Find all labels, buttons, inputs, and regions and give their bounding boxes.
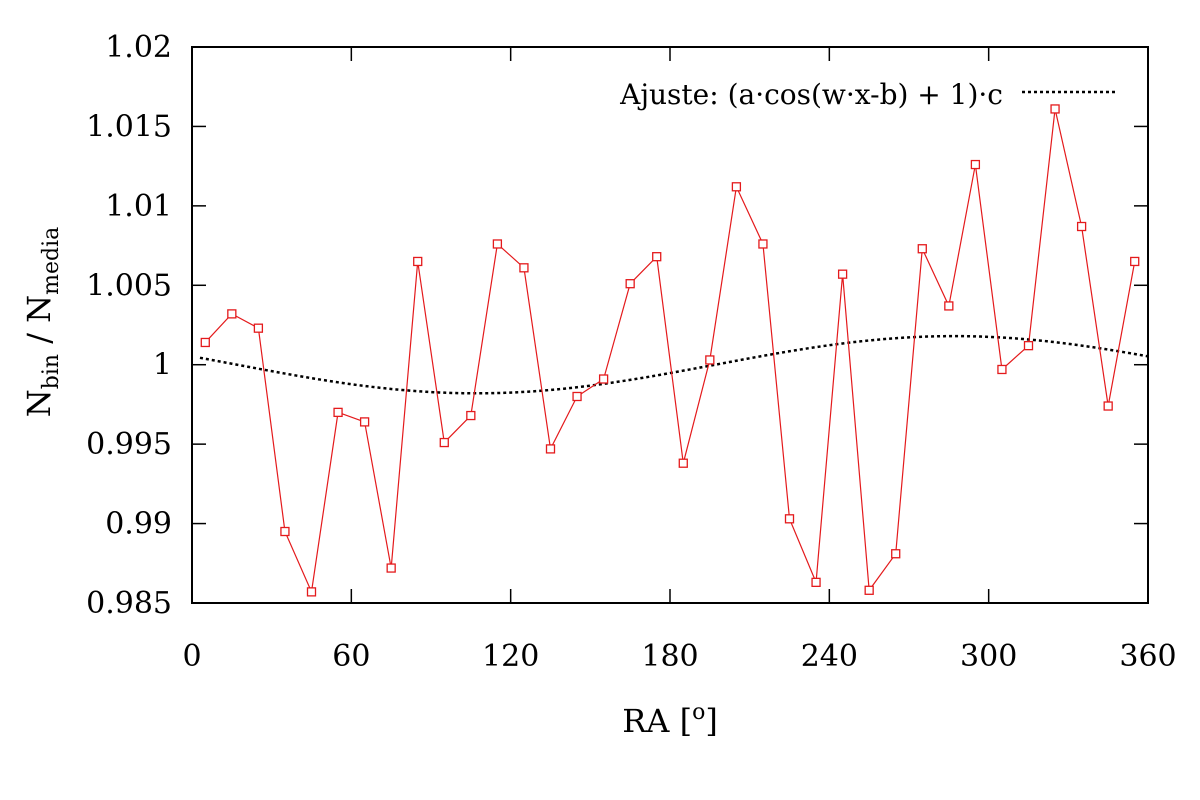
data-point	[333, 407, 343, 418]
data-point	[705, 355, 715, 365]
data-series-line	[204, 108, 1136, 595]
data-point	[598, 374, 609, 384]
x-tick-label: 180	[641, 639, 698, 674]
data-point	[1103, 401, 1113, 411]
x-tick-label: 120	[482, 639, 539, 674]
plot-border	[191, 46, 1149, 604]
fit-curve-line	[199, 334, 1149, 395]
data-point	[864, 585, 874, 595]
x-tick-label: 240	[801, 639, 858, 674]
plot-frame	[191, 46, 1149, 604]
data-point	[519, 263, 529, 273]
x-tick-label: 0	[182, 639, 201, 674]
y-tick-labels: 0.985 0.99 0.995 1 1.005 1.01 1.015 1.02	[86, 30, 172, 621]
data-point	[1050, 104, 1060, 114]
data-point	[359, 417, 370, 427]
data-point	[545, 444, 556, 454]
y-tick-label: 0.99	[105, 507, 172, 542]
data-series	[200, 104, 1140, 597]
data-point	[944, 301, 954, 311]
x-tick-label: 360	[1119, 639, 1176, 674]
x-tick-labels: 0 60 120 180 240 300 360	[182, 639, 1176, 674]
data-point	[386, 563, 396, 573]
data-point	[439, 437, 449, 448]
data-point	[970, 159, 981, 170]
data-point	[731, 182, 742, 192]
y-tick-label: 0.985	[86, 586, 172, 621]
legend-label-fit: Ajuste: (a·cos(w·x-b) + 1)·c	[619, 78, 1003, 111]
x-tick-label: 300	[960, 639, 1017, 674]
data-point	[466, 410, 476, 421]
data-point	[625, 279, 635, 289]
data-point	[1023, 340, 1034, 351]
x-axis-label: RA [o]	[622, 700, 718, 740]
data-point	[1076, 221, 1087, 232]
data-point	[891, 549, 901, 559]
data-point	[1130, 256, 1140, 267]
y-tick-label: 0.995	[86, 427, 172, 462]
y-tick-label: 1	[153, 348, 172, 383]
data-point	[306, 587, 317, 597]
data-point	[253, 323, 264, 333]
data-point	[227, 309, 237, 319]
data-point	[572, 391, 582, 402]
y-tick-label: 1.01	[105, 189, 172, 224]
y-axis-label: Nbin / Nmedia	[20, 227, 64, 418]
data-point	[678, 458, 688, 468]
data-point	[997, 364, 1007, 375]
data-point	[652, 252, 662, 262]
data-point	[758, 239, 768, 249]
y-tick-label: 1.015	[86, 109, 172, 144]
data-point	[200, 337, 210, 348]
legend: Ajuste: (a·cos(w·x-b) + 1)·c	[619, 78, 1115, 111]
fit-curve	[199, 334, 1149, 395]
y-tick-label: 1.005	[86, 268, 172, 303]
data-point	[837, 269, 848, 279]
data-point	[811, 577, 821, 587]
data-point	[917, 244, 927, 254]
data-point	[492, 239, 503, 249]
data-point	[784, 514, 795, 524]
x-tick-label: 60	[332, 639, 370, 674]
data-point	[413, 256, 423, 267]
tick-marks	[191, 46, 1149, 604]
y-tick-label: 1.02	[105, 30, 172, 65]
data-point	[280, 526, 290, 537]
